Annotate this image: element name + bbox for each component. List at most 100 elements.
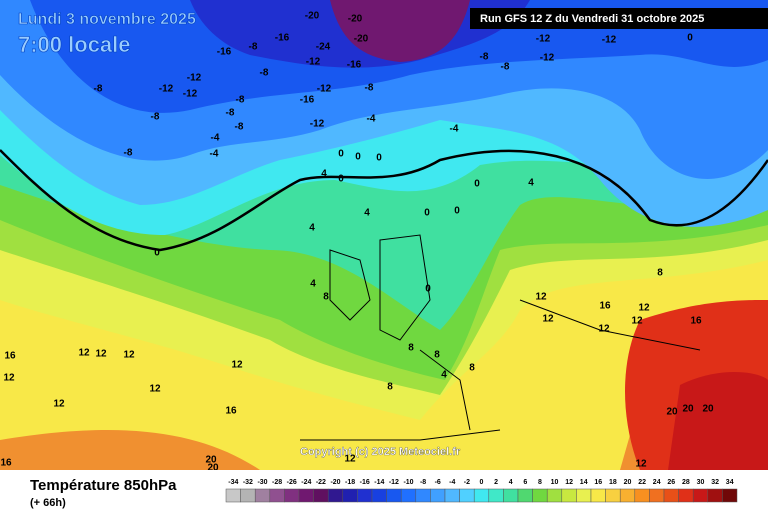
isotherm-label: 12	[598, 324, 610, 335]
isotherm-label: -8	[480, 52, 489, 63]
scale-swatch	[430, 488, 446, 503]
scale-tick-label: -26	[287, 479, 297, 486]
isotherm-label: 12	[535, 292, 547, 303]
isotherm-label: -8	[365, 83, 374, 94]
isotherm-label: -8	[124, 148, 133, 159]
scale-swatch	[386, 488, 402, 503]
scale-swatch	[444, 488, 460, 503]
scale-swatch	[371, 488, 387, 503]
isotherm-label: 8	[408, 343, 414, 354]
isotherm-label: -12	[159, 84, 174, 95]
isotherm-label: 20	[682, 404, 694, 415]
scale-tick-label: -18	[345, 479, 355, 486]
scale-tick-label: 26	[667, 479, 675, 486]
isotherm-label: -12	[187, 73, 202, 84]
isotherm-label: 12	[631, 316, 643, 327]
scale-swatch	[400, 488, 417, 503]
scale-swatch	[678, 488, 694, 503]
scale-tick-label: 14	[580, 479, 588, 486]
isotherm-label: 0	[376, 153, 382, 164]
scale-tick-label: 24	[653, 479, 661, 486]
scale-swatch	[532, 488, 548, 503]
footer-title: Température 850hPa	[30, 477, 177, 494]
scale-tick-label: -4	[449, 479, 455, 486]
scale-swatch	[342, 488, 358, 503]
scale-swatch	[722, 488, 738, 503]
color-scale: -34 -32 -30 -28 -26 -24 -22 -20 -18 -16 -14 -12 -10-…	[225, 479, 738, 503]
isotherm-label: 4	[321, 169, 327, 180]
isotherm-label: -8	[249, 42, 258, 53]
isotherm-label: 12	[3, 373, 15, 384]
isotherm-label: 0	[454, 206, 460, 217]
isotherm-label: -16	[275, 33, 290, 44]
scale-tick-label: 2	[494, 479, 498, 486]
isotherm-label: -20	[305, 11, 320, 22]
isotherm-label: 0	[425, 284, 431, 295]
isotherm-label: 0	[338, 174, 344, 185]
scale-tick-label: 12	[565, 479, 573, 486]
isotherm-label: -12	[306, 57, 321, 68]
isotherm-label: -8	[94, 84, 103, 95]
isotherm-label: -8	[236, 95, 245, 106]
isotherm-label: 16	[225, 406, 237, 417]
forecast-time: 7:00 locale	[18, 32, 131, 57]
scale-swatch	[546, 488, 563, 503]
scale-tick-label: -24	[301, 479, 311, 486]
scale-tick-label: 16	[594, 479, 602, 486]
isotherm-label: 12	[231, 360, 243, 371]
isotherm-label: 4	[309, 223, 315, 234]
scale-swatch	[254, 488, 271, 503]
scale-swatch	[459, 488, 475, 503]
scale-swatch	[313, 488, 329, 503]
temperature-field	[0, 0, 768, 470]
isotherm-label: 8	[434, 350, 440, 361]
isotherm-label: 4	[528, 178, 534, 189]
isotherm-label: -12	[536, 34, 551, 45]
isotherm-label: 16	[0, 458, 12, 469]
scale-tick-label: -22	[316, 479, 326, 486]
scale-tick-label: -28	[272, 479, 282, 486]
scale-tick-label: -32	[243, 479, 253, 486]
scale-tick-label: -12	[389, 479, 399, 486]
isotherm-label: -8	[226, 108, 235, 119]
scale-tick-label: 28	[682, 479, 690, 486]
isotherm-label: 0	[687, 33, 693, 44]
scale-swatch	[561, 488, 577, 503]
scale-swatch	[707, 488, 723, 503]
run-info: Run GFS 12 Z du Vendredi 31 octobre 2025	[480, 13, 704, 25]
scale-tick-label: -6	[435, 479, 441, 486]
forecast-date: Lundi 3 novembre 2025	[18, 11, 196, 28]
isotherm-label: 20	[702, 404, 714, 415]
scale-swatch	[649, 488, 665, 503]
isotherm-label: -8	[501, 62, 510, 73]
scale-tick-label: 8	[538, 479, 542, 486]
scale-tick-label: -10	[403, 479, 413, 486]
isotherm-label: 8	[657, 268, 663, 279]
isotherm-label: -12	[540, 53, 555, 64]
isotherm-label: 12	[149, 384, 161, 395]
scale-tick-label: 18	[609, 479, 617, 486]
scale-swatch	[327, 488, 344, 503]
scale-swatch	[284, 488, 300, 503]
scale-swatch	[605, 488, 621, 503]
isotherm-label: -8	[151, 112, 160, 123]
isotherm-label: -12	[602, 35, 617, 46]
scale-tick-label: -20	[330, 479, 340, 486]
scale-tick-label: 22	[638, 479, 646, 486]
isotherm-label: 8	[469, 363, 475, 374]
copyright: Copyright (c) 2025 Meteociel.fr	[300, 446, 461, 458]
scale-swatch	[663, 488, 679, 503]
map-labels: -20 -20-12 -12 0-16-24-20-16-12 -16-8-8-12-8…	[0, 11, 714, 474]
isotherm-label: 4	[441, 370, 447, 381]
scale-tick-label: 4	[509, 479, 513, 486]
scale-swatch	[298, 488, 314, 503]
isotherm-label: 12	[542, 314, 554, 325]
scale-swatch	[269, 488, 285, 503]
scale-swatch	[576, 488, 592, 503]
isotherm-label: -24	[316, 42, 331, 53]
scale-tick-label: 20	[624, 479, 632, 486]
scale-tick-label: 0	[480, 479, 484, 486]
scale-tick-label: 6	[523, 479, 527, 486]
isotherm-label: 12	[123, 350, 135, 361]
